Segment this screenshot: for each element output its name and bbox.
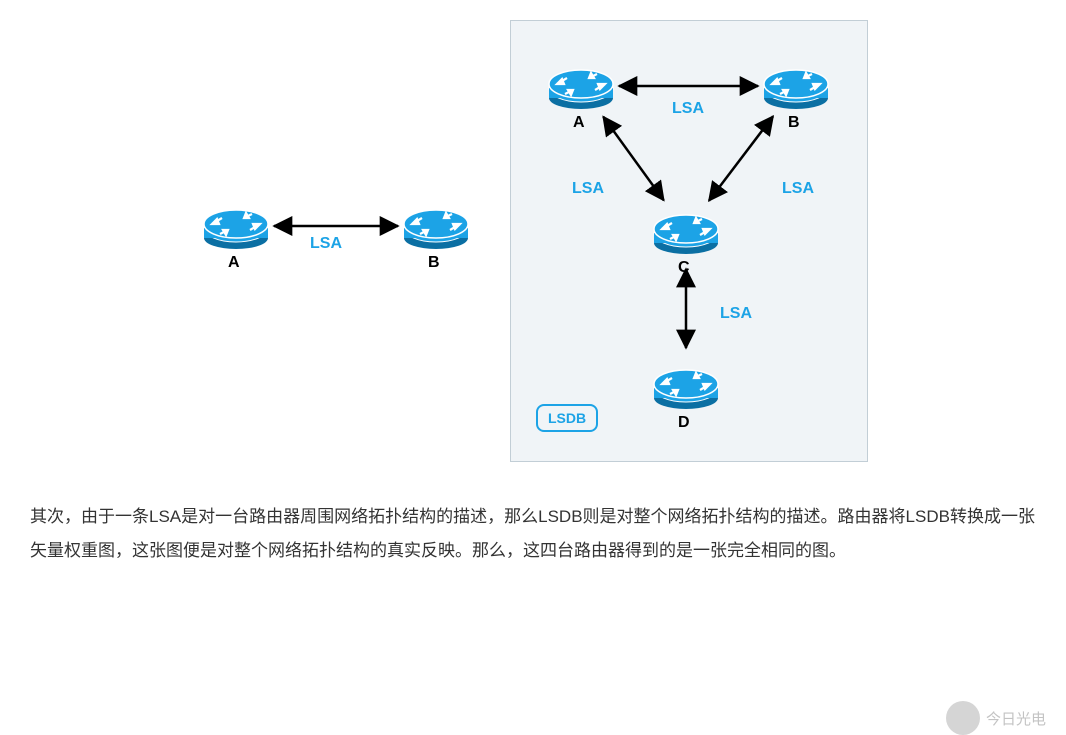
edge-label-A-C: LSA	[572, 180, 604, 198]
lsdb-badge: LSDB	[536, 404, 598, 432]
router-label-c: C	[678, 259, 690, 277]
router-label-b: B	[788, 114, 800, 132]
router-b	[400, 200, 472, 252]
router-label-a: A	[573, 114, 585, 132]
watermark: 今日光电	[946, 701, 1046, 735]
edge-label-C-D: LSA	[720, 305, 752, 323]
edge-label-A-B: LSA	[672, 100, 704, 118]
edge-label-A-B: LSA	[310, 235, 342, 253]
router-d	[650, 360, 722, 412]
lsdb-badge-text: LSDB	[548, 410, 586, 426]
edge-label-B-C: LSA	[782, 180, 814, 198]
description-paragraph: 其次，由于一条LSA是对一台路由器周围网络拓扑结构的描述，那么LSDB则是对整个…	[0, 480, 1066, 598]
router-label-a: A	[228, 254, 240, 272]
router-label-d: D	[678, 414, 690, 432]
watermark-text: 今日光电	[986, 708, 1046, 729]
paragraph-text: 其次，由于一条LSA是对一台路由器周围网络拓扑结构的描述，那么LSDB则是对整个…	[30, 507, 1035, 560]
router-a	[545, 60, 617, 112]
router-a	[200, 200, 272, 252]
router-c	[650, 205, 722, 257]
watermark-icon	[946, 701, 980, 735]
diagram-area: A B	[0, 0, 1066, 480]
router-b	[760, 60, 832, 112]
router-label-b: B	[428, 254, 440, 272]
